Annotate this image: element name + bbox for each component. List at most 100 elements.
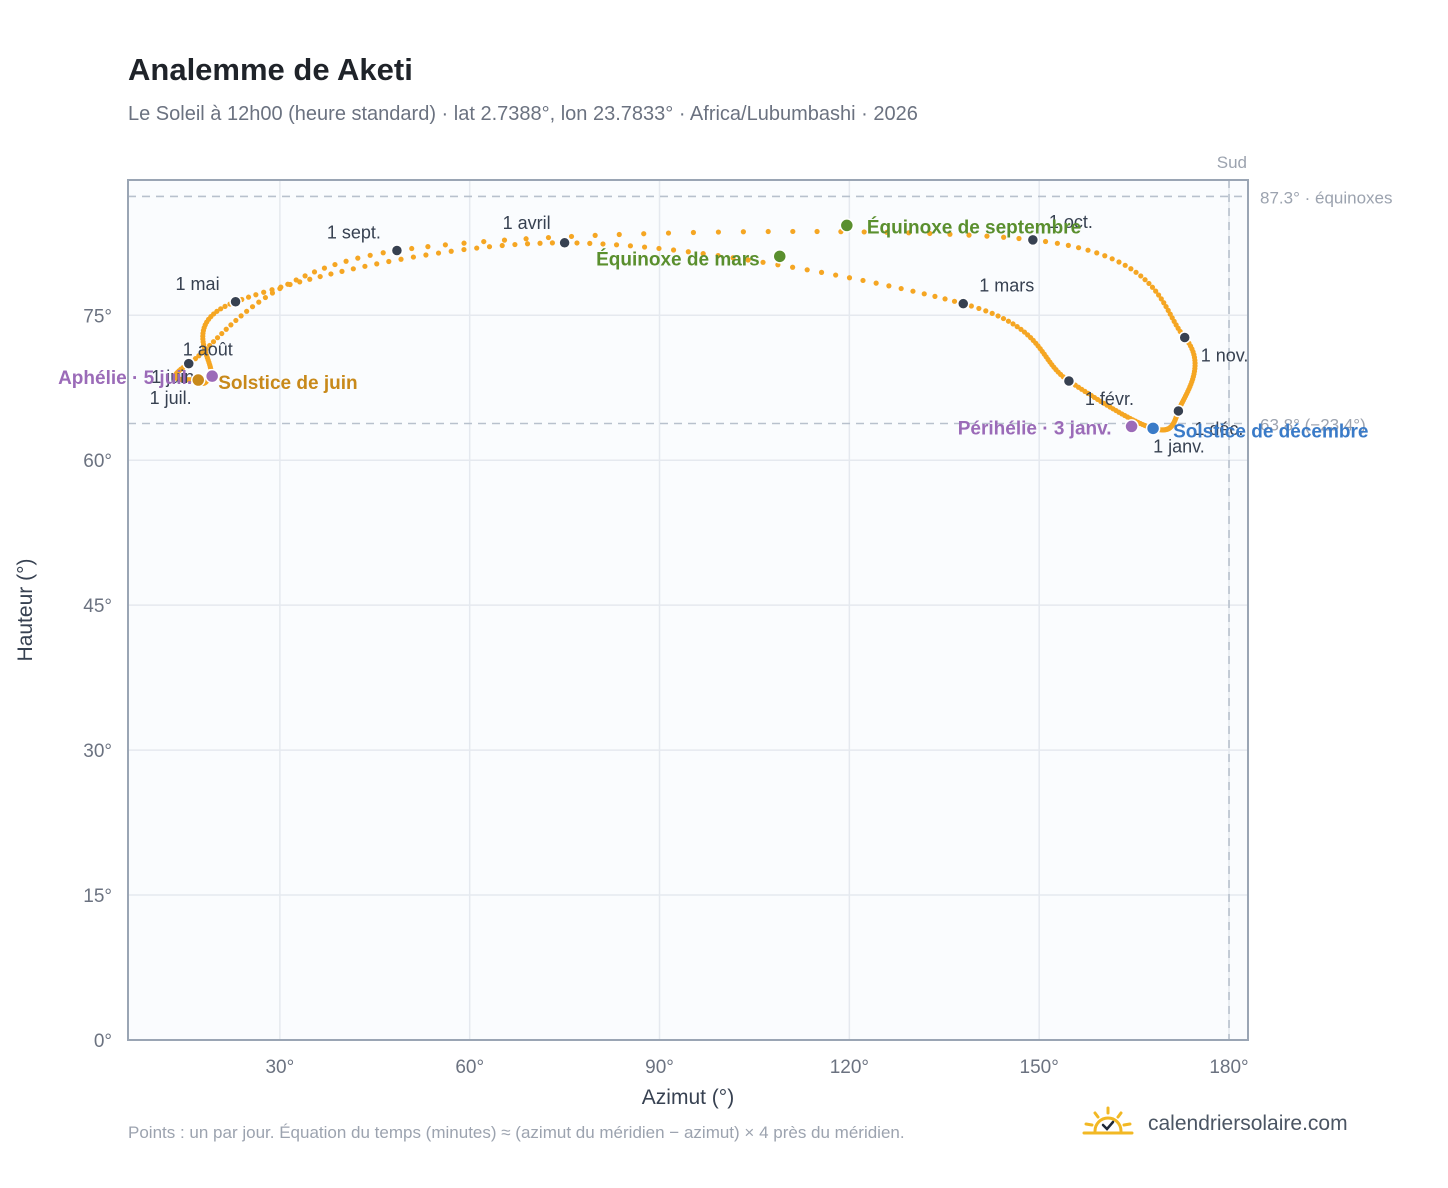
day-point (1065, 242, 1071, 248)
chart-subtitle: Le Soleil à 12h00 (heure standard) · lat… (128, 103, 918, 125)
day-point (1163, 303, 1169, 310)
x-axis-label: Azimut (°) (642, 1086, 734, 1109)
day-point (409, 245, 415, 252)
day-point (398, 256, 404, 262)
day-point (481, 238, 487, 245)
day-point (1146, 280, 1152, 287)
chart-title: Analemme de Aketi (128, 52, 413, 87)
day-point (1094, 250, 1100, 256)
event-label: Équinoxe de mars (596, 248, 760, 270)
day-point (1158, 296, 1164, 302)
x-tick-label: 60° (455, 1057, 484, 1078)
day-point (293, 277, 299, 283)
day-point (238, 313, 244, 319)
day-point (269, 290, 276, 296)
day-point (765, 228, 771, 235)
day-point (1016, 235, 1022, 242)
day-point (685, 249, 691, 255)
event-markers: Équinoxe de mars Équinoxe de septembre Sol… (58, 216, 1368, 442)
day-point (262, 294, 269, 301)
month-label: 1 janv. (1153, 436, 1205, 456)
day-point (884, 229, 890, 235)
day-point (244, 308, 250, 314)
day-point (1138, 273, 1144, 279)
day-point (1042, 238, 1049, 245)
day-point (568, 233, 575, 240)
day-point (410, 254, 417, 260)
reference-line-label: 87.3° · équinoxes (1260, 188, 1393, 207)
y-tick-label: 0° (94, 1031, 112, 1052)
day-point (545, 234, 552, 241)
day-point (1054, 240, 1060, 246)
day-point (1075, 245, 1082, 251)
day-point (425, 244, 431, 250)
month-label: 1 févr. (1085, 389, 1134, 409)
month-marker (1178, 331, 1191, 344)
day-point (355, 255, 361, 261)
day-point (367, 252, 373, 258)
month-label: 1 oct. (1049, 212, 1093, 232)
month-label: 1 mars (979, 276, 1034, 296)
day-point (196, 353, 202, 359)
y-tick-label: 30° (83, 741, 112, 762)
day-point (285, 281, 291, 287)
day-point (442, 242, 448, 248)
month-marker (390, 244, 404, 257)
day-point (350, 266, 356, 272)
y-axis-label: Hauteur (°) (14, 559, 37, 662)
day-point (641, 231, 647, 237)
day-point (343, 258, 349, 264)
day-point (374, 261, 380, 267)
day-point (715, 253, 721, 259)
day-point (1109, 256, 1115, 262)
day-point (804, 267, 810, 273)
event-label: Solstice de juin (218, 373, 357, 394)
day-point (715, 229, 722, 235)
day-point (233, 317, 239, 324)
day-point (328, 271, 334, 277)
day-point (1133, 269, 1139, 275)
day-point (1021, 329, 1028, 335)
day-point (641, 244, 648, 250)
day-point (995, 313, 1001, 319)
day-point (942, 296, 948, 302)
day-point (976, 305, 982, 312)
day-point (222, 303, 228, 309)
day-point (984, 233, 990, 239)
y-tick-label: 45° (83, 596, 112, 617)
day-point (983, 308, 989, 314)
day-point (210, 339, 217, 345)
month-marker (957, 297, 970, 310)
plot-area (128, 180, 1248, 1040)
event-marker (772, 249, 788, 264)
day-point (203, 346, 209, 352)
day-point (219, 330, 225, 337)
day-point (951, 298, 958, 304)
day-point (199, 349, 205, 356)
y-tick-label: 75° (83, 306, 112, 327)
day-point (512, 241, 518, 248)
day-point (1161, 300, 1167, 306)
day-point (218, 306, 224, 312)
month-marker (1062, 374, 1076, 388)
day-point (1010, 321, 1016, 327)
day-point (1156, 292, 1162, 298)
day-point (207, 342, 213, 349)
day-point (1102, 253, 1108, 259)
day-point (760, 259, 766, 265)
event-marker (204, 368, 220, 384)
day-point (989, 310, 995, 317)
brand[interactable]: calendriersolaire.com (1082, 1104, 1348, 1144)
day-point (448, 248, 454, 254)
reference-line-label: 63.8° (−23.4°) (1260, 416, 1366, 435)
event-marker (839, 218, 855, 233)
day-point (1014, 324, 1020, 330)
brand-name: calendriersolaire.com (1148, 1112, 1348, 1135)
day-point (730, 255, 736, 261)
day-point (307, 276, 313, 282)
event-marker (1124, 419, 1139, 434)
day-point (321, 265, 328, 271)
month-label: 1 déc. (1194, 419, 1243, 439)
month-label: 1 sept. (327, 223, 381, 243)
day-point (968, 303, 974, 309)
